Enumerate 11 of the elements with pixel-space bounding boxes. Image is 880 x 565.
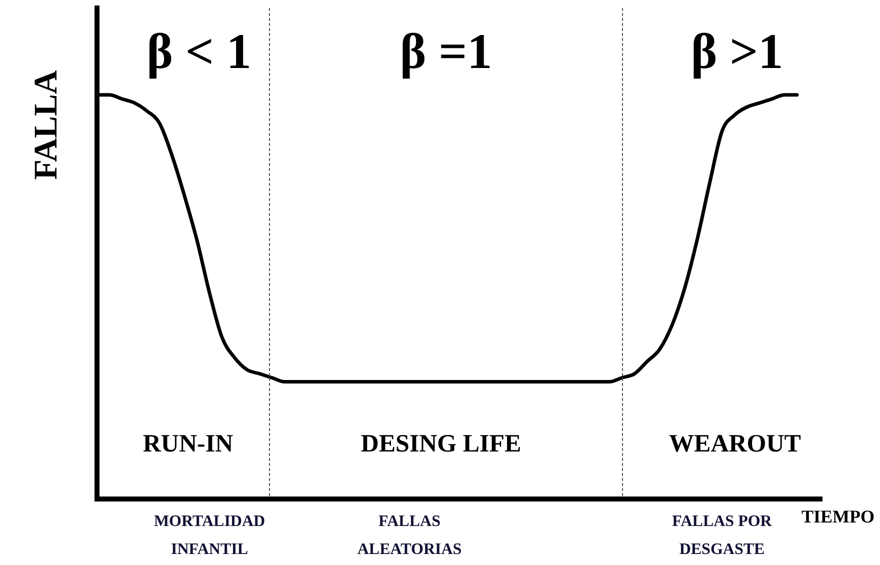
text: β >1 xyxy=(690,22,784,79)
x-tick-label: MORTALIDAD INFANTIL xyxy=(154,513,266,558)
text: β =1 xyxy=(400,22,492,79)
annotation: RUN-IN xyxy=(142,430,234,458)
y-axis-title: FALLA xyxy=(28,70,65,180)
x-tick-label: FALLAS POR DESGASTE xyxy=(672,513,772,558)
annotation: WEAROUT xyxy=(669,430,802,458)
text: β < 1 xyxy=(146,22,252,79)
x-tick-label: FALLAS ALEATORIAS xyxy=(357,513,462,558)
x-axis-title: TIEMPO xyxy=(801,506,875,527)
annotation: DESING LIFE xyxy=(360,430,522,458)
